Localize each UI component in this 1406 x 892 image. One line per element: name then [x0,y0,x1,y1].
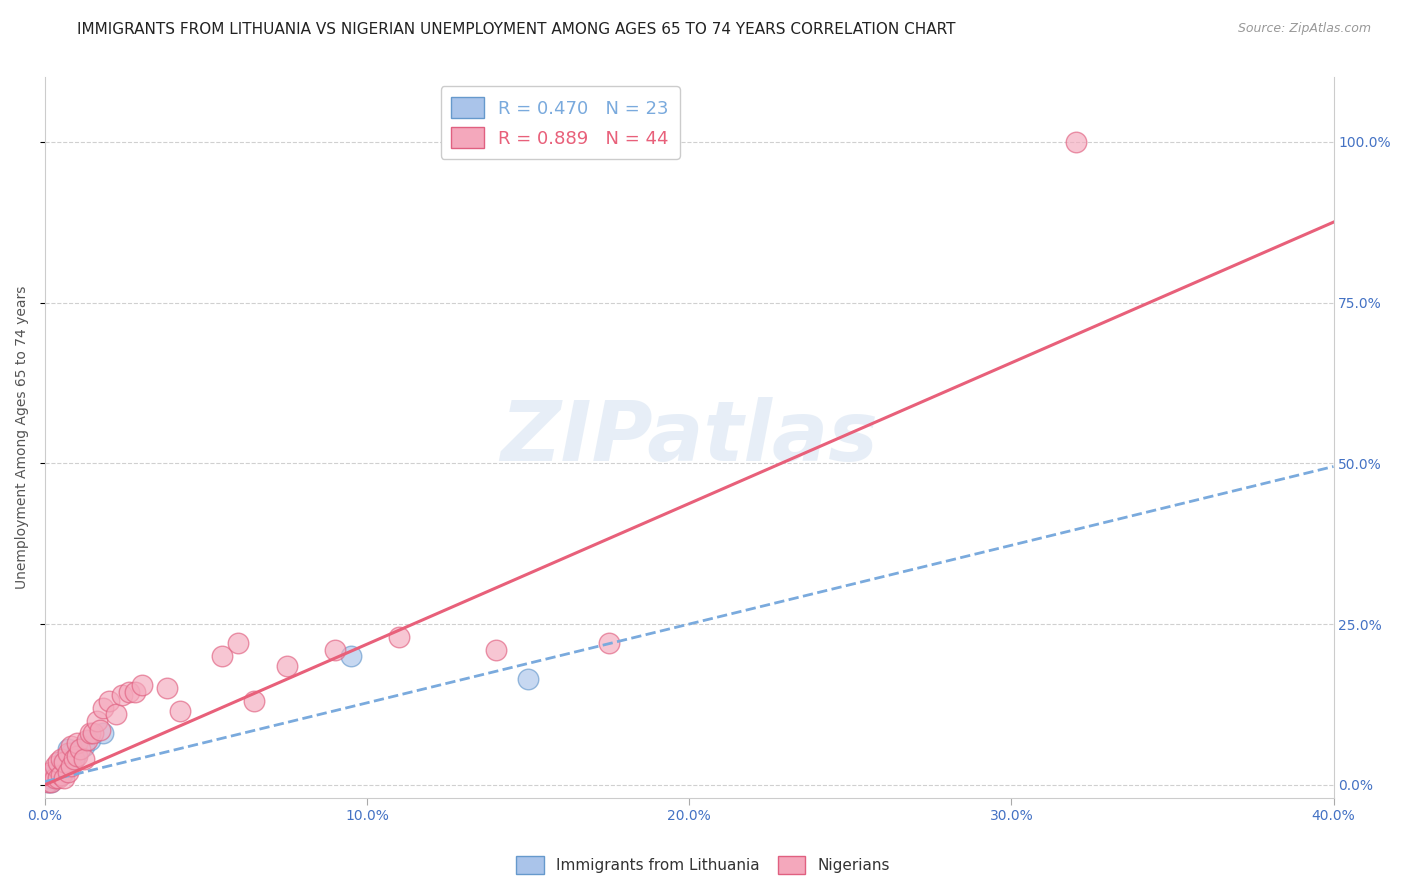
Point [340,649,363,664]
Point [104,707,127,722]
Point [44,768,66,782]
Point [72,752,94,766]
Point [46,768,69,782]
Point [37,774,59,789]
Point [53,764,76,779]
Point [111,688,134,702]
Point [41,772,63,786]
Point [53,772,76,786]
Point [44,772,66,786]
Text: IMMIGRANTS FROM LITHUANIA VS NIGERIAN UNEMPLOYMENT AMONG AGES 65 TO 74 YEARS COR: IMMIGRANTS FROM LITHUANIA VS NIGERIAN UN… [77,22,956,37]
Point [485,642,508,657]
Point [79,726,101,740]
Point [63,752,86,766]
Point [41,774,63,789]
Point [59,739,82,754]
Point [66,736,89,750]
Point [49,758,72,772]
Text: Source: ZipAtlas.com: Source: ZipAtlas.com [1237,22,1371,36]
Point [243,694,266,708]
Point [44,764,66,779]
Point [41,774,63,789]
Point [156,681,179,696]
Point [59,758,82,772]
Point [86,714,108,728]
Point [598,636,620,650]
Point [49,768,72,782]
Point [56,764,79,779]
Point [388,630,411,644]
Point [131,678,153,692]
Point [124,684,146,698]
Point [76,732,98,747]
Point [91,726,114,740]
Point [56,746,79,760]
Point [118,684,141,698]
Point [59,746,82,760]
Point [69,742,91,756]
Point [49,768,72,782]
Text: ZIPatlas: ZIPatlas [501,397,879,478]
Point [98,694,121,708]
Point [56,742,79,756]
Legend: R = 0.470   N = 23, R = 0.889   N = 44: R = 0.470 N = 23, R = 0.889 N = 44 [440,87,679,159]
Point [41,768,63,782]
Point [49,752,72,766]
Point [41,764,63,779]
Y-axis label: Unemployment Among Ages 65 to 74 years: Unemployment Among Ages 65 to 74 years [15,285,30,590]
Point [226,636,249,650]
Point [37,768,59,782]
Point [89,723,111,738]
Point [66,746,89,760]
Point [44,772,66,786]
Point [1064,135,1087,149]
Point [72,739,94,754]
Point [169,704,191,718]
Point [44,758,66,772]
Point [46,756,69,770]
Point [276,658,298,673]
Point [517,672,540,686]
Point [82,726,104,740]
Point [46,772,69,786]
Point [53,756,76,770]
Legend: Immigrants from Lithuania, Nigerians: Immigrants from Lithuania, Nigerians [510,850,896,880]
Point [323,642,346,657]
Point [53,752,76,766]
Point [79,732,101,747]
Point [211,649,233,664]
Point [66,748,89,763]
Point [91,700,114,714]
Point [46,762,69,776]
Point [63,752,86,766]
Point [37,774,59,789]
Point [37,772,59,786]
